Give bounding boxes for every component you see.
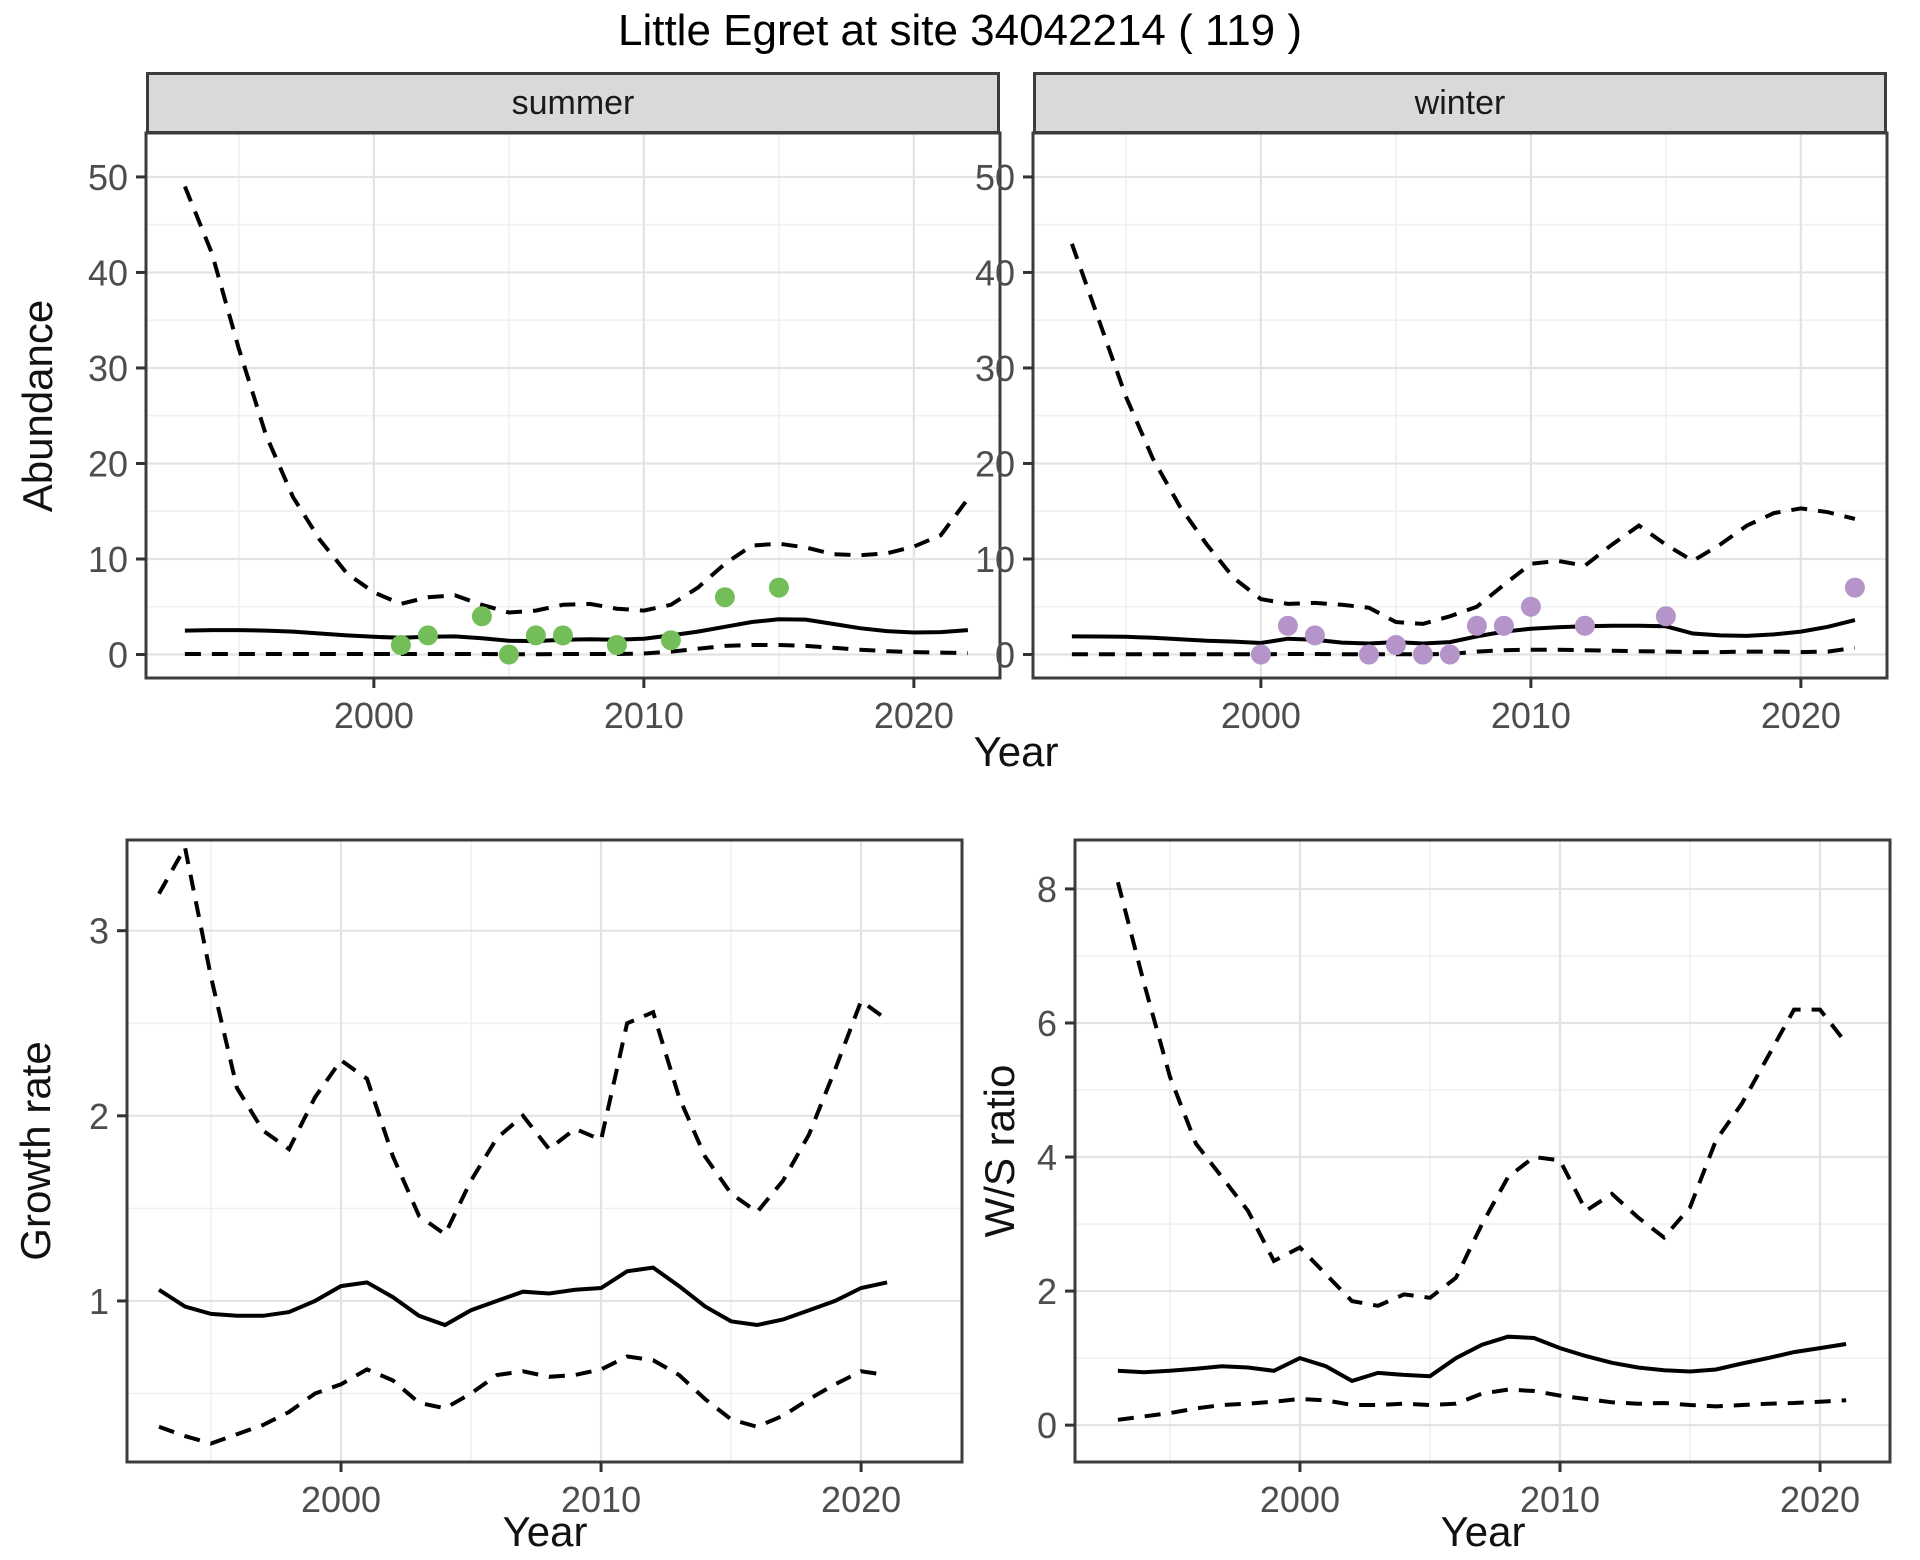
observed-point — [714, 587, 735, 608]
panel-ws-ratio: 2000 2010 2020 0 2 4 6 8 — [1037, 838, 1892, 1520]
y-tick-label: 30 — [88, 348, 128, 389]
series-upper-95ci — [183, 185, 970, 615]
x-tick-label: 2020 — [821, 1479, 901, 1520]
y-tick-label: 40 — [88, 252, 128, 293]
chart-title: Little Egret at site 34042214 ( 119 ) — [617, 6, 1303, 55]
series-fitted — [184, 617, 969, 644]
observed-point — [1493, 615, 1514, 636]
observed-point — [1250, 644, 1271, 665]
y-tick-label: 4 — [1037, 1137, 1057, 1178]
y-tick-label: 2 — [89, 1096, 109, 1137]
panel-border — [125, 838, 964, 1464]
x-axis-title-year-growth: Year — [502, 1508, 588, 1555]
y-tick-label: 50 — [975, 157, 1015, 198]
observed-point — [1385, 635, 1406, 655]
series-lower-95ci — [1071, 645, 1856, 657]
y-tick-label: 40 — [975, 252, 1015, 293]
panel-border — [1073, 838, 1892, 1464]
observed-point — [390, 635, 411, 655]
x-tick-label: 2000 — [1260, 1479, 1340, 1520]
x-tick-label: 2010 — [561, 1479, 641, 1520]
x-tick-label: 2010 — [1491, 695, 1571, 736]
y-tick-label: 20 — [88, 443, 128, 484]
observed-point — [525, 625, 546, 646]
x-tick-label: 2000 — [301, 1479, 381, 1520]
observed-point — [1277, 615, 1298, 636]
x-tick-label: 2020 — [1761, 695, 1841, 736]
x-tick-label: 2020 — [874, 695, 954, 736]
observed-point — [1439, 644, 1460, 665]
facet-strip-summer-label: summer — [511, 83, 635, 122]
panel-abundance-summer: 2000 2010 2020 0 10 20 30 40 50 — [88, 131, 1002, 736]
facet-strip-summer: summer — [146, 72, 1000, 134]
observed-point — [1412, 644, 1433, 665]
y-tick-label: 10 — [88, 539, 128, 580]
panel-background — [146, 133, 1000, 678]
y-tick-label: 30 — [975, 348, 1015, 389]
observed-point — [768, 577, 789, 598]
x-axis-title-year-top: Year — [973, 728, 1059, 775]
observed-point — [1844, 577, 1865, 598]
observed-point — [1574, 615, 1595, 636]
series-lower-95ci — [184, 643, 968, 657]
y-tick-label: 0 — [995, 635, 1015, 676]
x-tick-label: 2010 — [604, 695, 684, 736]
observed-point — [1655, 606, 1676, 627]
observed-point — [1466, 615, 1487, 636]
series-fitted — [1071, 618, 1856, 646]
observed-point — [660, 630, 681, 651]
facet-strip-winter: winter — [1033, 72, 1887, 134]
y-tick-label: 1 — [89, 1281, 109, 1322]
observed-point — [1358, 644, 1379, 665]
panel-abundance-winter: 2000 2010 2020 0 10 20 30 40 50 — [975, 131, 1889, 736]
observed-point — [471, 606, 492, 627]
y-tick-label: 0 — [1037, 1405, 1057, 1446]
panel-background — [1033, 133, 1887, 678]
facet-strip-winter-label: winter — [1414, 83, 1506, 122]
panel-growth-rate: 2000 2010 2020 1 2 3 — [89, 838, 964, 1520]
observed-point — [552, 625, 573, 646]
series-fitted — [157, 1265, 888, 1328]
series-fitted — [1117, 1334, 1847, 1384]
x-axis-title-year-ws: Year — [1440, 1508, 1526, 1555]
series-lower-95ci — [158, 1354, 888, 1446]
series-lower-95ci — [1117, 1387, 1847, 1422]
x-tick-label: 2010 — [1520, 1479, 1600, 1520]
observed-point — [1520, 596, 1541, 617]
x-tick-label: 2020 — [1780, 1479, 1860, 1520]
y-tick-label: 2 — [1037, 1271, 1057, 1312]
y-tick-label: 20 — [975, 443, 1015, 484]
panel-background — [127, 840, 962, 1462]
y-tick-label: 10 — [975, 539, 1015, 580]
observed-point — [417, 625, 438, 646]
series-upper-95ci — [1115, 881, 1848, 1308]
y-tick-label: 6 — [1037, 1003, 1057, 1044]
observed-point — [498, 644, 519, 665]
y-axis-title-growth-rate: Growth rate — [12, 1041, 59, 1261]
y-axis-title-abundance: Abundance — [14, 299, 61, 513]
observed-point — [1304, 625, 1325, 646]
y-tick-label: 8 — [1037, 869, 1057, 910]
series-upper-95ci — [1070, 243, 1856, 626]
x-tick-label: 2000 — [334, 695, 414, 736]
x-tick-label: 2000 — [1221, 695, 1301, 736]
y-tick-label: 0 — [108, 635, 128, 676]
series-upper-95ci — [157, 841, 889, 1238]
y-tick-label: 50 — [88, 157, 128, 198]
y-axis-title-ws-ratio: W/S ratio — [976, 1064, 1023, 1238]
observed-point — [606, 635, 627, 655]
y-tick-label: 3 — [89, 911, 109, 952]
